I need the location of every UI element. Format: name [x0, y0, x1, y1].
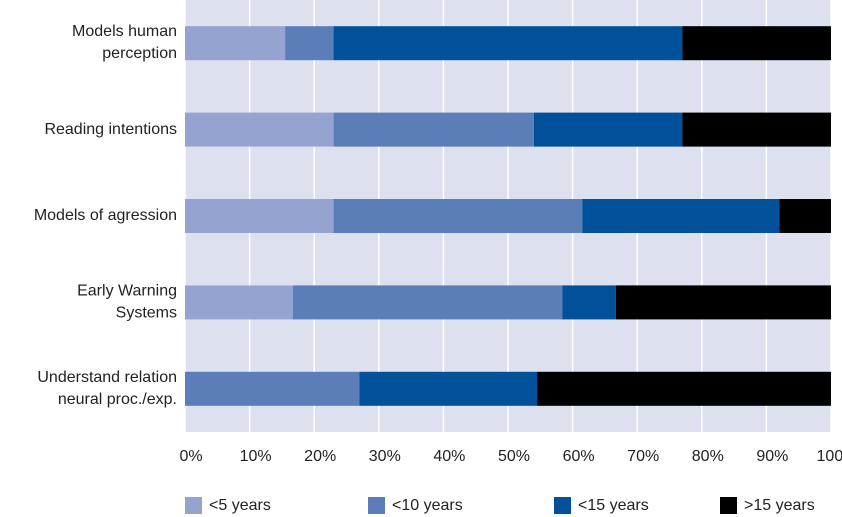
- bar-segment: [285, 26, 334, 61]
- bar-segment: [333, 199, 583, 233]
- x-tick-label: 0%: [179, 448, 202, 465]
- x-tick-label: 50%: [498, 448, 530, 465]
- bar-segment: [185, 26, 286, 61]
- legend-label: <5 years: [209, 497, 271, 514]
- bar-segment: [185, 199, 334, 233]
- bar-segment: [185, 285, 293, 320]
- x-tick-label: 80%: [692, 448, 724, 465]
- legend-label: <15 years: [578, 497, 649, 514]
- legend-swatch: [185, 497, 202, 514]
- x-tick-label: 40%: [433, 448, 465, 465]
- bar-segment: [185, 371, 360, 406]
- bar-segment: [562, 285, 616, 320]
- x-tick-label: 60%: [563, 448, 595, 465]
- legend-swatch: [720, 497, 737, 514]
- y-tick-label: Models human perception: [72, 23, 177, 62]
- bar-segment: [682, 112, 831, 147]
- legend-swatch: [368, 497, 385, 514]
- x-tick-label: 70%: [627, 448, 659, 465]
- y-tick-label: Reading intentions: [44, 121, 177, 138]
- bar-segment: [615, 285, 831, 320]
- y-tick-label: Understand relation neural proc./exp.: [37, 369, 177, 408]
- x-tick-label: 10%: [240, 448, 272, 465]
- x-tick-label: 20%: [304, 448, 336, 465]
- bar-segment: [333, 112, 534, 147]
- legend-label: >15 years: [744, 497, 815, 514]
- bar-segment: [533, 112, 683, 147]
- bar-segment: [359, 371, 538, 406]
- y-tick-label: Models of agression: [34, 207, 177, 224]
- bar-segment: [682, 26, 831, 61]
- bar-segment: [333, 26, 683, 61]
- x-tick-label: 30%: [369, 448, 401, 465]
- x-tick-label: 90%: [756, 448, 788, 465]
- y-tick-label: Early Warning Systems: [77, 283, 177, 322]
- legend-swatch: [554, 497, 571, 514]
- bar-segment: [779, 199, 831, 233]
- bar-segment: [582, 199, 780, 233]
- x-tick-label: 100%: [817, 448, 842, 465]
- bar-segment: [292, 285, 563, 320]
- legend-label: <10 years: [392, 497, 463, 514]
- bar-segment: [185, 112, 334, 147]
- bar-segment: [537, 371, 831, 406]
